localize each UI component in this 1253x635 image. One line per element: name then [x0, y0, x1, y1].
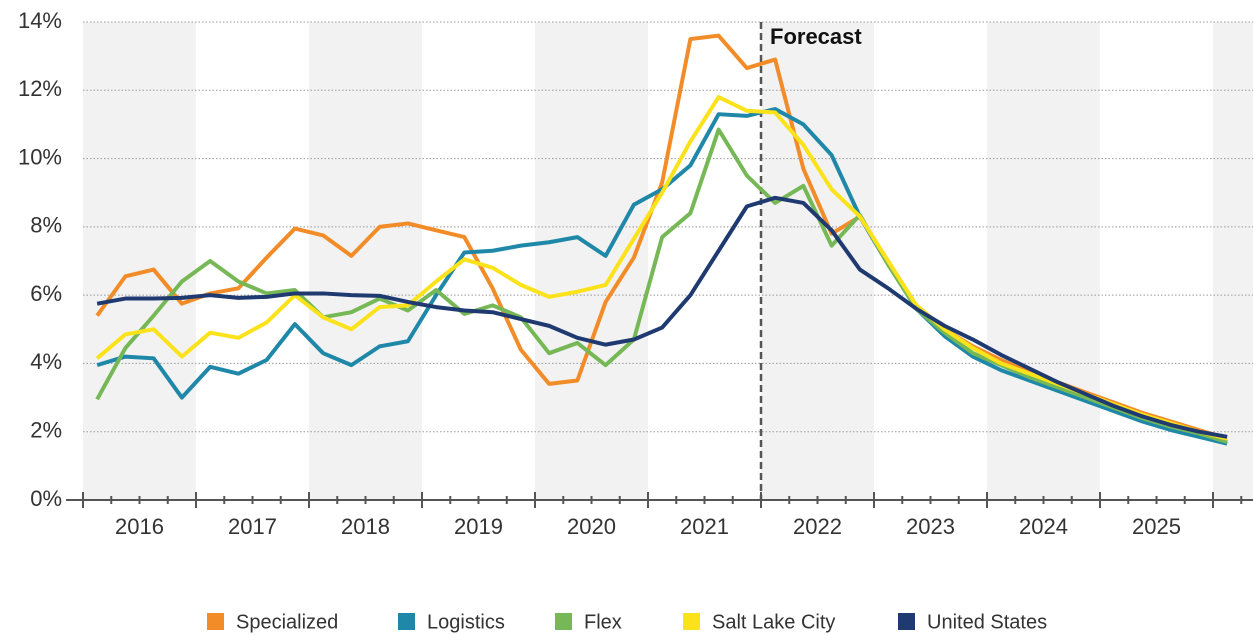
forecast-label: Forecast	[770, 24, 862, 49]
year-band	[1213, 22, 1253, 500]
year-band	[535, 22, 648, 500]
year-band	[761, 22, 874, 500]
series-line	[95, 95, 1228, 441]
x-tick-label: 2018	[341, 514, 390, 539]
x-tick-label: 2022	[793, 514, 842, 539]
x-tick-label: 2024	[1019, 514, 1068, 539]
legend-swatch	[398, 613, 415, 630]
year-band	[309, 22, 422, 500]
x-tick-label: 2021	[680, 514, 729, 539]
x-tick-label: 2019	[454, 514, 503, 539]
series-line	[95, 127, 1228, 444]
series-line	[96, 195, 1228, 439]
x-tick-label: 2017	[228, 514, 277, 539]
legend-swatch	[683, 613, 700, 630]
x-tick-label: 2023	[906, 514, 955, 539]
legend-swatch	[555, 613, 572, 630]
x-tick-label: 2016	[115, 514, 164, 539]
y-tick-label: 14%	[18, 8, 62, 33]
year-band	[83, 22, 196, 500]
y-tick-label: 10%	[18, 144, 62, 169]
legend-label: Specialized	[236, 611, 338, 633]
y-tick-label: 6%	[30, 281, 62, 306]
x-tick-label: 2025	[1132, 514, 1181, 539]
legend-label: Flex	[584, 611, 622, 633]
legend-label: Logistics	[427, 611, 505, 633]
legend-label: United States	[927, 611, 1047, 633]
year-band	[987, 22, 1100, 500]
y-tick-label: 12%	[18, 76, 62, 101]
legend-label: Salt Lake City	[712, 611, 835, 633]
x-tick-label: 2020	[567, 514, 616, 539]
y-tick-label: 0%	[30, 486, 62, 511]
legend-swatch	[898, 613, 915, 630]
legend-swatch	[207, 613, 224, 630]
y-tick-label: 2%	[30, 418, 62, 443]
y-tick-label: 8%	[30, 213, 62, 238]
y-tick-label: 4%	[30, 349, 62, 374]
